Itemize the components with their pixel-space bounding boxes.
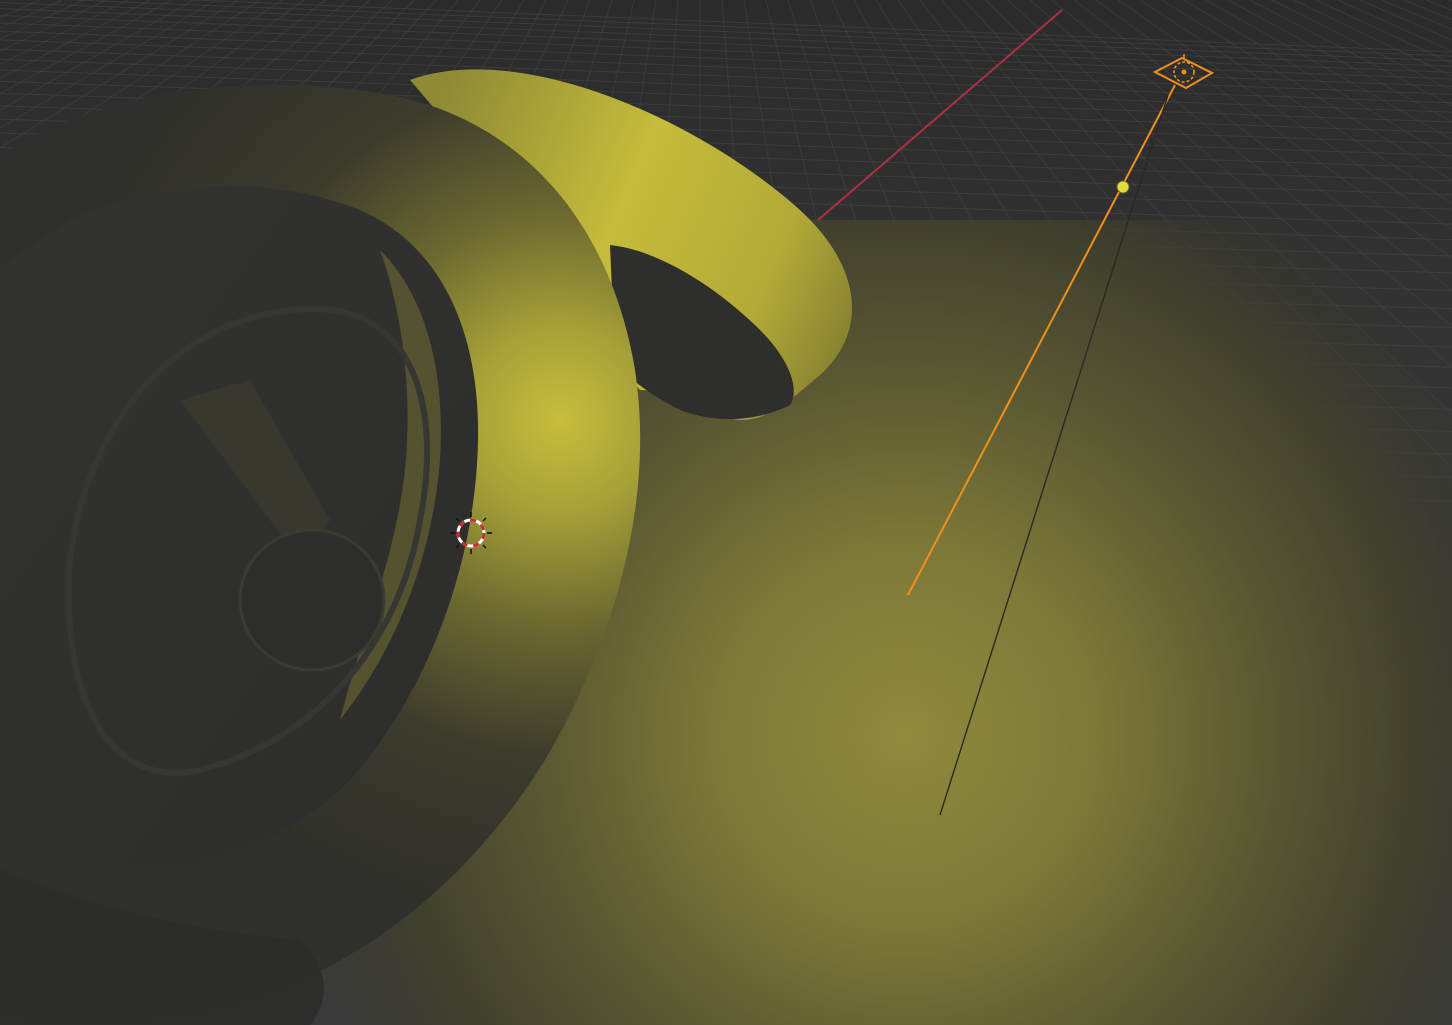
grid-line (0, 0, 217, 129)
grid-line (1161, 0, 1452, 181)
torus-inner-ring-line (65, 306, 431, 776)
grid-line (0, 0, 305, 222)
grid-line (0, 30, 1452, 87)
grid-line (0, 39, 1452, 95)
torus-inner-hub (238, 528, 386, 672)
grid-line (0, 0, 239, 149)
torus-ring-hole (0, 186, 479, 872)
grid-line (0, 8, 1452, 67)
spot-light-icon[interactable] (1152, 54, 1215, 90)
grid-line (0, 22, 1452, 80)
grid-line (181, 0, 1452, 53)
grid-line (0, 1, 1452, 62)
torus-lower-shadow (0, 869, 324, 1025)
torus-inner-rim (340, 250, 441, 720)
grid-line (1139, 0, 1452, 205)
grid-line (0, 69, 1452, 123)
torus-inner-structure (180, 380, 330, 560)
grid-line (0, 0, 195, 111)
grid-line (0, 0, 283, 195)
grid-line (63, 0, 1452, 57)
grid-line (1117, 0, 1452, 231)
spot-light-direction-line[interactable] (907, 84, 1176, 596)
x-axis-line (817, 9, 1063, 221)
grid-line (1205, 0, 1452, 141)
grid-line (1227, 0, 1452, 123)
spot-light-target-line (939, 94, 1169, 816)
grid-line (0, 48, 1452, 104)
3d-cursor-icon[interactable] (450, 512, 492, 554)
torus-arch-shadow (610, 245, 794, 420)
spot-light-size-handle[interactable] (1116, 180, 1130, 194)
grid-line (1249, 0, 1452, 107)
grid-line (0, 58, 1452, 113)
grid-line (0, 0, 261, 171)
grid-line (1183, 0, 1452, 160)
grid-line (0, 0, 173, 95)
grid-line (1271, 0, 1452, 91)
grid-line (0, 15, 1452, 73)
